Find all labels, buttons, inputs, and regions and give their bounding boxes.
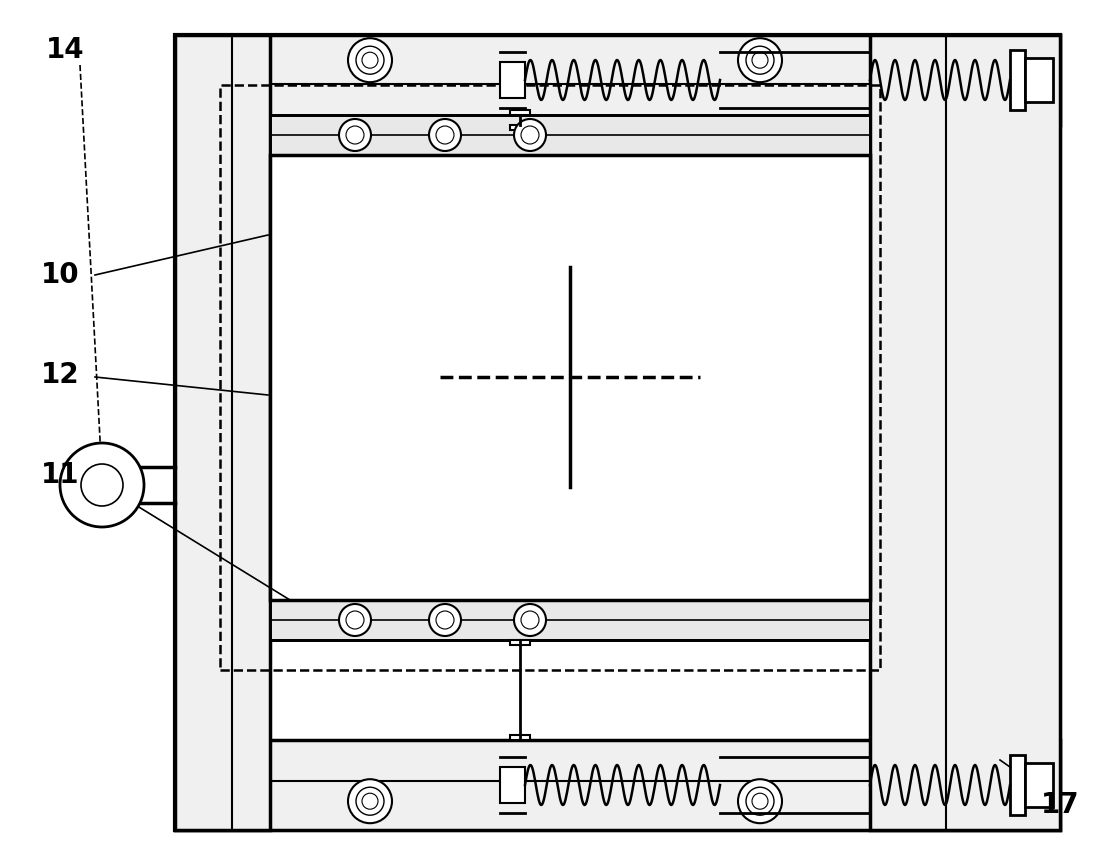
Circle shape: [514, 604, 546, 636]
Bar: [270, 115, 870, 640]
Circle shape: [429, 604, 461, 636]
Bar: [175, 35, 1060, 830]
Circle shape: [346, 126, 364, 144]
Bar: [175, 740, 1060, 830]
Bar: [510, 110, 530, 115]
Bar: [175, 35, 270, 830]
Bar: [1025, 763, 1053, 807]
Text: 12: 12: [41, 361, 80, 389]
Bar: [500, 767, 525, 803]
Circle shape: [356, 46, 384, 74]
Text: 14: 14: [45, 36, 84, 64]
Circle shape: [356, 787, 384, 815]
Circle shape: [346, 611, 364, 629]
Bar: [270, 155, 870, 600]
Circle shape: [738, 38, 782, 82]
Circle shape: [747, 46, 774, 74]
Bar: [510, 735, 530, 740]
Circle shape: [752, 52, 768, 68]
Circle shape: [514, 119, 546, 151]
Circle shape: [362, 793, 378, 809]
Text: 17: 17: [1041, 791, 1079, 819]
Bar: [1010, 50, 1025, 110]
Circle shape: [81, 464, 123, 506]
Circle shape: [521, 126, 539, 144]
Circle shape: [340, 604, 371, 636]
Bar: [220, 85, 880, 670]
Circle shape: [60, 443, 144, 527]
Bar: [500, 62, 525, 98]
Circle shape: [747, 787, 774, 815]
Circle shape: [348, 779, 392, 823]
Bar: [270, 600, 870, 640]
Text: 11: 11: [41, 461, 80, 489]
Bar: [510, 125, 530, 130]
Bar: [1010, 755, 1025, 815]
Circle shape: [362, 52, 378, 68]
Circle shape: [340, 119, 371, 151]
Bar: [870, 35, 1060, 830]
Circle shape: [436, 126, 453, 144]
Circle shape: [436, 611, 453, 629]
Bar: [510, 640, 530, 645]
Bar: [1025, 58, 1053, 102]
Circle shape: [752, 793, 768, 809]
Bar: [175, 35, 1060, 125]
Bar: [270, 115, 870, 155]
Circle shape: [521, 611, 539, 629]
Text: 10: 10: [41, 261, 80, 289]
Circle shape: [348, 38, 392, 82]
Circle shape: [738, 779, 782, 823]
Circle shape: [429, 119, 461, 151]
